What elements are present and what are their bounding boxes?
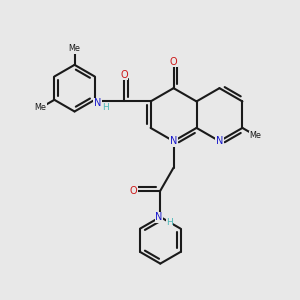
- Text: H: H: [166, 218, 172, 227]
- Text: Me: Me: [34, 103, 46, 112]
- Text: O: O: [120, 70, 128, 80]
- Text: N: N: [94, 98, 101, 109]
- Text: Me: Me: [69, 44, 80, 53]
- Text: Me: Me: [250, 131, 262, 140]
- Text: O: O: [170, 57, 177, 67]
- Text: N: N: [216, 136, 223, 146]
- Text: N: N: [170, 136, 177, 146]
- Text: O: O: [130, 186, 138, 196]
- Text: N: N: [155, 212, 163, 222]
- Text: H: H: [103, 103, 109, 112]
